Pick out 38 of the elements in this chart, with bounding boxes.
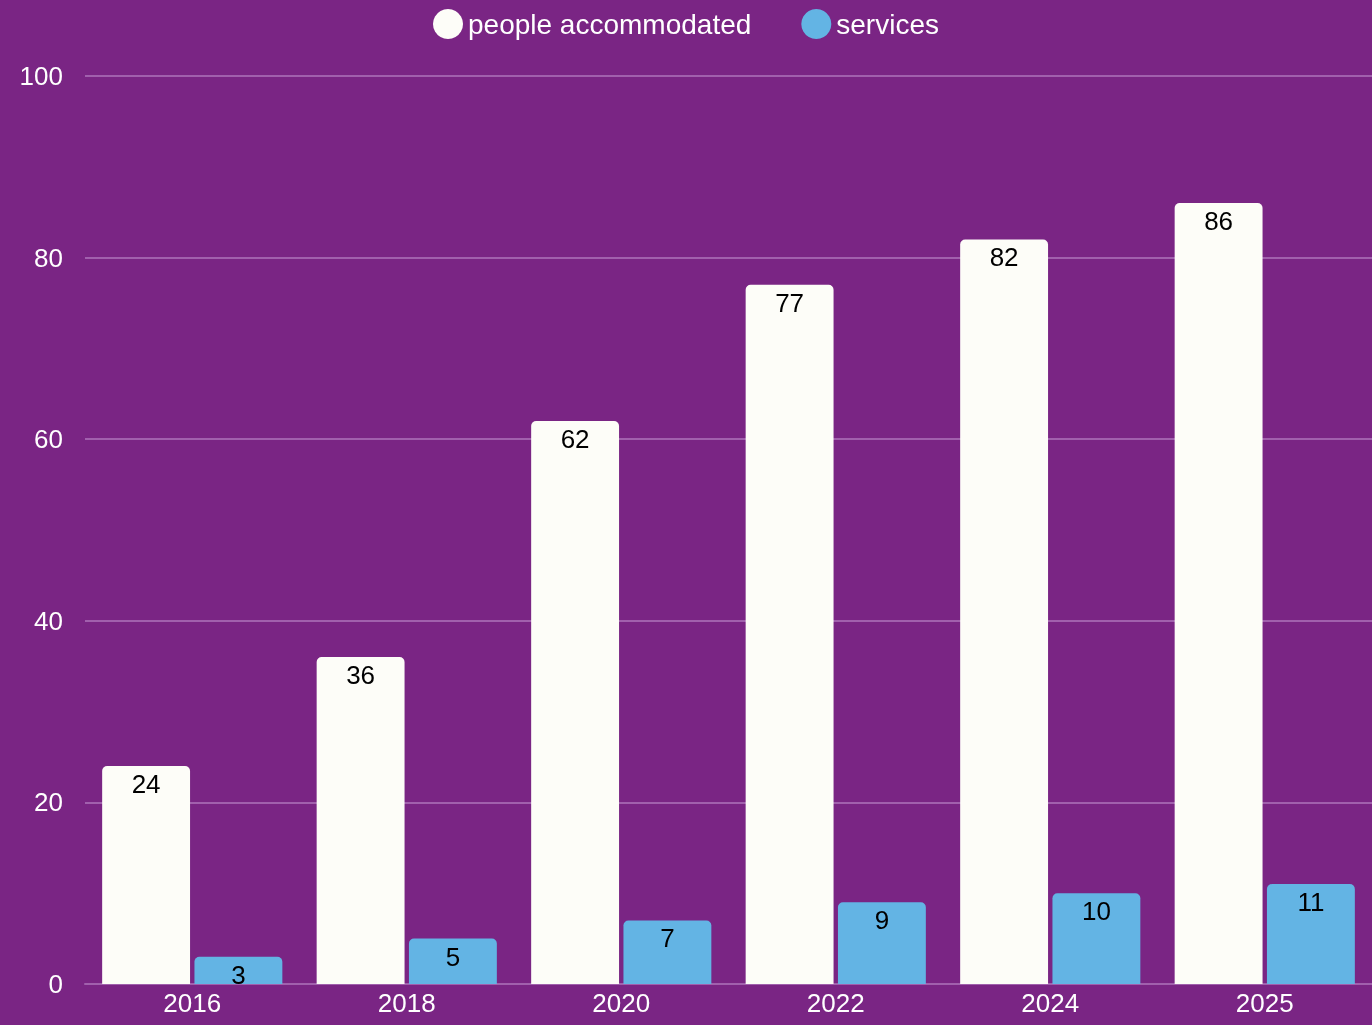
y-tick-label: 100	[19, 61, 63, 91]
bar	[1266, 884, 1355, 984]
y-tick-label: 80	[34, 242, 63, 273]
y-tick-label: 20	[34, 787, 63, 818]
bar	[531, 421, 620, 984]
data-label: 5	[445, 941, 461, 972]
bar	[194, 956, 283, 984]
data-label: 24	[131, 769, 161, 800]
bar	[1052, 893, 1141, 984]
x-tick-label: 2020	[592, 988, 651, 1018]
data-label: 3	[231, 959, 246, 990]
data-label: 7	[660, 923, 675, 954]
y-tick-label: 40	[34, 605, 63, 636]
data-label: 77	[775, 287, 805, 318]
x-tick-label: 2016	[163, 988, 222, 1018]
bar	[408, 938, 497, 984]
bar	[102, 766, 191, 984]
bar	[623, 920, 712, 984]
data-label: 62	[560, 424, 590, 455]
bar	[837, 902, 926, 984]
x-tick-label: 2022	[806, 988, 865, 1018]
y-tick-label: 0	[48, 969, 63, 999]
data-label: 82	[989, 242, 1019, 273]
bar	[316, 657, 405, 984]
data-label: 10	[1081, 896, 1111, 927]
legend-label: services	[836, 8, 940, 40]
data-label: 36	[346, 660, 376, 691]
bar	[960, 239, 1049, 984]
bar	[745, 284, 834, 984]
x-tick-label: 2018	[377, 988, 436, 1018]
data-label: 11	[1297, 887, 1325, 918]
legend-label: people accommodated	[468, 8, 752, 40]
x-tick-label: 2025	[1235, 988, 1294, 1018]
y-tick-label: 60	[34, 424, 63, 455]
x-tick-label: 2024	[1021, 988, 1080, 1018]
data-label: 9	[874, 905, 890, 936]
data-label: 86	[1204, 206, 1234, 237]
bar	[1174, 203, 1263, 984]
